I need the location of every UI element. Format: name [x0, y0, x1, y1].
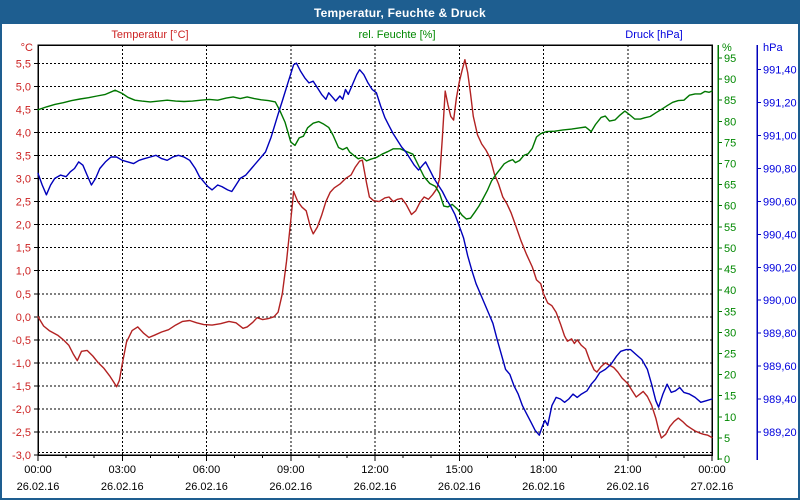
pressure-tick-label: 990,60: [763, 196, 797, 208]
temperature-tick-label: 3,5: [16, 151, 31, 163]
temperature-tick-label: -1,5: [12, 381, 31, 393]
temperature-tick-label: 5,0: [16, 81, 31, 93]
temperature-series-label: Temperatur [°C]: [111, 29, 188, 41]
chart-area: Temperatur [°C] rel. Feuchte [%] Druck […: [2, 24, 798, 498]
temperature-tick-label: -3,0: [12, 450, 31, 462]
humidity-tick-label: 45: [724, 264, 736, 276]
humidity-tick-label: 75: [724, 137, 736, 149]
humidity-tick-label: 50: [724, 243, 736, 255]
humidity-tick-label: 40: [724, 285, 736, 297]
pressure-tick-label: 990,00: [763, 295, 797, 307]
x-date-label: 26.02.16: [185, 481, 228, 493]
x-date-label: 26.02.16: [354, 481, 397, 493]
pressure-tick-label: 991,00: [763, 131, 797, 143]
series-layer: [37, 59, 713, 439]
humidity-axis-unit: %: [722, 42, 732, 54]
temperature-tick-label: 3,0: [16, 174, 31, 186]
x-time-label: 06:00: [193, 464, 221, 476]
temperature-tick-label: 4,5: [16, 104, 31, 116]
temperature-tick-label: 2,5: [16, 197, 31, 209]
humidity-tick-label: 20: [724, 370, 736, 382]
temperature-axis-unit: °C: [21, 42, 33, 54]
grid-layer: [38, 45, 712, 455]
pressure-tick-label: 989,20: [763, 427, 797, 439]
temperature-tick-label: 0,5: [16, 289, 31, 301]
x-time-label: 21:00: [614, 464, 642, 476]
pressure-tick-label: 989,40: [763, 394, 797, 406]
pressure-tick-label: 991,40: [763, 65, 797, 77]
humidity-tick-label: 95: [724, 53, 736, 65]
humidity-tick-label: 65: [724, 180, 736, 192]
humidity-tick-label: 10: [724, 412, 736, 424]
humidity-tick-label: 60: [724, 201, 736, 213]
window-titlebar[interactable]: Temperatur, Feuchte & Druck: [2, 2, 798, 24]
x-date-label: 26.02.16: [438, 481, 481, 493]
humidity-tick-label: 70: [724, 159, 736, 171]
x-time-label: 00:00: [698, 464, 726, 476]
x-time-label: 15:00: [445, 464, 473, 476]
x-date-label: 26.02.16: [101, 481, 144, 493]
temperature-tick-label: -1,0: [12, 358, 31, 370]
temperature-tick-label: 4,0: [16, 128, 31, 140]
temperature-tick-label: -0,5: [12, 335, 31, 347]
pressure-tick-label: 990,20: [763, 262, 797, 274]
pressure-tick-label: 989,80: [763, 328, 797, 340]
x-time-label: 18:00: [530, 464, 558, 476]
x-date-label: 26.02.16: [606, 481, 649, 493]
pressure-line: [37, 62, 713, 436]
temperature-tick-label: 5,5: [16, 58, 31, 70]
humidity-tick-label: 25: [724, 348, 736, 360]
temperature-tick-label: -2,0: [12, 404, 31, 416]
x-date-label: 26.02.16: [269, 481, 312, 493]
humidity-tick-label: 55: [724, 222, 736, 234]
axis-layer: 5,5 5,0 4,5 4,0 3,5 3,0 2,5 2,0 1,5 1,0 0,5 0,0 -0,5…: [12, 44, 797, 493]
humidity-series-label: rel. Feuchte [%]: [358, 29, 435, 41]
x-time-label: 00:00: [24, 464, 52, 476]
temperature-tick-label: 1,5: [16, 243, 31, 255]
window-title: Temperatur, Feuchte & Druck: [314, 6, 486, 20]
x-date-label: 27.02.16: [691, 481, 734, 493]
weather-chart: Temperatur [°C] rel. Feuchte [%] Druck […: [12, 29, 797, 493]
humidity-tick-label: 15: [724, 391, 736, 403]
temperature-tick-label: 2,0: [16, 220, 31, 232]
x-date-label: 26.02.16: [17, 481, 60, 493]
temperature-tick-label: 0,0: [16, 312, 31, 324]
temperature-tick-label: 1,0: [16, 266, 31, 278]
x-date-label: 26.02.16: [522, 481, 565, 493]
humidity-tick-label: 35: [724, 306, 736, 318]
pressure-tick-label: 991,20: [763, 98, 797, 110]
pressure-axis-unit: hPa: [763, 42, 783, 54]
humidity-tick-label: 30: [724, 327, 736, 339]
humidity-tick-label: 0: [724, 454, 730, 466]
pressure-tick-label: 990,40: [763, 229, 797, 241]
humidity-tick-label: 80: [724, 116, 736, 128]
pressure-tick-label: 989,60: [763, 361, 797, 373]
x-time-label: 12:00: [361, 464, 389, 476]
humidity-tick-label: 5: [724, 433, 730, 445]
x-time-label: 03:00: [108, 464, 136, 476]
humidity-tick-label: 90: [724, 74, 736, 86]
temperature-tick-label: -2,5: [12, 427, 31, 439]
humidity-tick-label: 85: [724, 95, 736, 107]
humidity-line: [37, 89, 713, 220]
x-time-label: 09:00: [277, 464, 305, 476]
pressure-series-label: Druck [hPa]: [625, 29, 682, 41]
pressure-tick-label: 990,80: [763, 163, 797, 175]
